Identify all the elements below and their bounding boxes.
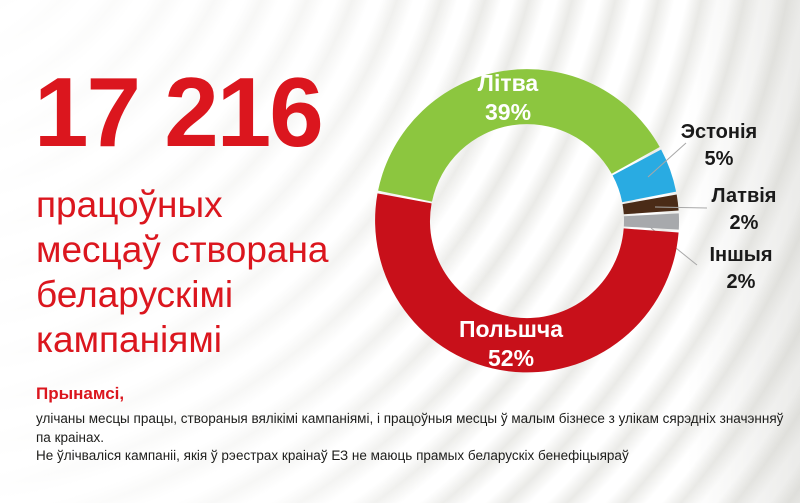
donut-segment-estonia bbox=[612, 149, 677, 203]
leader-line-latvia bbox=[654, 206, 708, 209]
donut-label-value: 52% bbox=[487, 344, 535, 371]
donut-label-name: Латвія bbox=[711, 185, 777, 207]
headline-subtitle-line: месцаў створана bbox=[36, 229, 329, 270]
leader-line-estonia bbox=[647, 142, 687, 178]
donut-label-value: 5% bbox=[704, 148, 734, 170]
donut-segment-latvia bbox=[622, 194, 679, 215]
donut-segment-lithuania bbox=[378, 69, 660, 202]
footnote-line: Не ўлічваліся кампаніі, якія ў рэестрах … bbox=[36, 448, 629, 463]
donut-label-value: 2% bbox=[729, 212, 759, 234]
donut-label-latvia: Латвія 2% bbox=[712, 183, 777, 237]
headline-subtitle-line: беларускімі bbox=[36, 274, 234, 315]
donut-label-name: Эстонія bbox=[680, 121, 758, 143]
donut-label-name: Польшча bbox=[458, 315, 564, 342]
headline-number: 17 216 bbox=[34, 57, 324, 167]
donut-label-others: Іншыя 2% bbox=[709, 242, 772, 296]
donut-segment-others bbox=[623, 213, 680, 230]
headline-subtitle: працоўных месцаў створана беларускімі ка… bbox=[36, 182, 329, 362]
footnote-line: улічаны месцы працы, створаныя вялікімі … bbox=[36, 411, 784, 445]
donut-label-value: 39% bbox=[484, 99, 532, 126]
donut-label-estonia: Эстонія 5% bbox=[681, 119, 757, 173]
donut-segment-poland bbox=[375, 193, 679, 373]
headline-subtitle-line: кампаніямі bbox=[36, 319, 222, 360]
donut-label-value: 2% bbox=[726, 271, 756, 293]
donut-label-lithuania: Літва 39% bbox=[478, 69, 538, 127]
donut-label-name: Іншыя bbox=[709, 244, 773, 266]
footnote-lead: Прынамсі, bbox=[36, 384, 125, 403]
footnote: Прынамсі, улічаны месцы працы, створаныя… bbox=[36, 384, 796, 466]
headline-subtitle-line: працоўных bbox=[36, 184, 223, 225]
donut-label-poland: Польшча 52% bbox=[459, 315, 563, 373]
donut-label-name: Літва bbox=[477, 70, 539, 97]
